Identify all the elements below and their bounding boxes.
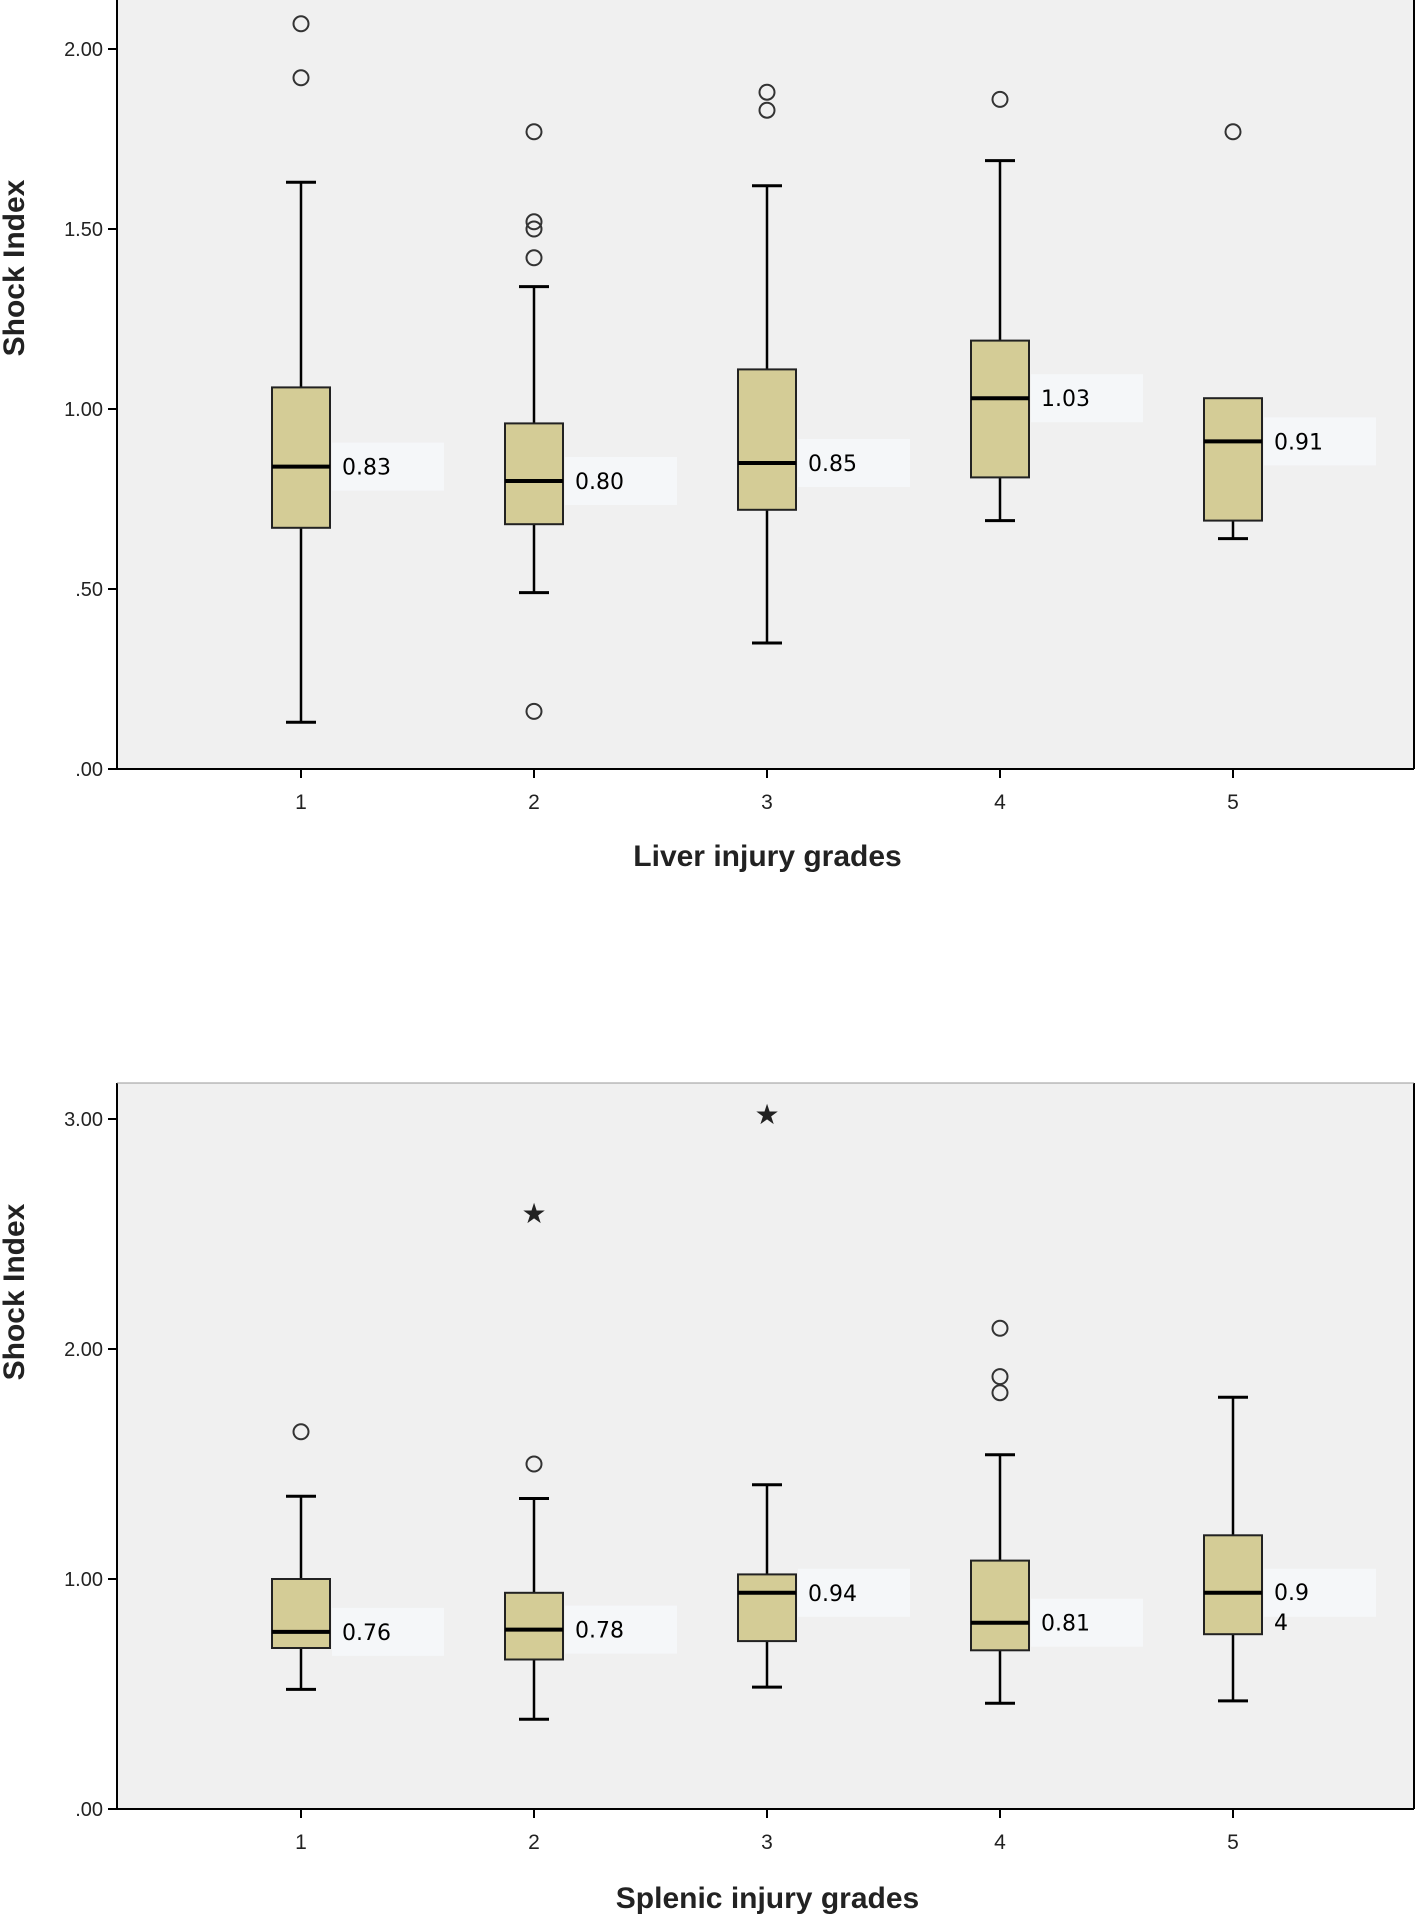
- y-tick-label: 1.50: [64, 219, 103, 241]
- outlier-point: [525, 702, 543, 720]
- iqr-box: [504, 422, 564, 526]
- chart-panel-1: .00 .50 1.00 1.50 2.00 1 2 3 4 5 Liver injury grad…: [0, 0, 1415, 873]
- outlier-point: [292, 1423, 310, 1441]
- box-grade-1: 0.76: [271, 1423, 444, 1691]
- box-grade-1: 0.83: [271, 15, 444, 724]
- extreme-point: ★: [521, 1197, 546, 1230]
- x-axis-title: Liver injury grades: [633, 840, 901, 873]
- median-label-box: [798, 439, 910, 487]
- outlier-point: [991, 1368, 1009, 1386]
- median-label-box: [1264, 1568, 1376, 1617]
- box-grade-3: 0.85: [737, 83, 910, 645]
- outlier-point: [292, 15, 310, 33]
- median-label-box: [332, 442, 444, 491]
- median-value-label: 4: [1274, 1611, 1288, 1636]
- iqr-box: [504, 1591, 564, 1661]
- box-grade-4: 1.03: [970, 90, 1143, 523]
- median-label-box: [1031, 1598, 1143, 1647]
- iqr-box: [737, 1573, 797, 1643]
- median-label-box: [1264, 417, 1376, 466]
- box-grade-3: ★ 0.94: [737, 1098, 910, 1689]
- x-tick-label: 2: [528, 1831, 540, 1854]
- y-axis-title: Shock Index: [0, 179, 31, 356]
- outlier-point: [758, 83, 776, 101]
- y-tick-label: .00: [75, 1799, 103, 1821]
- box-grade-5: 0.94: [1203, 1395, 1376, 1703]
- iqr-box: [271, 1578, 331, 1649]
- median-value-label: 0.81: [1041, 1612, 1090, 1637]
- y-tick-label: .50: [75, 579, 103, 601]
- outlier-point: [525, 1455, 543, 1473]
- x-tick-label: 4: [994, 791, 1006, 814]
- box-grade-2: ★ 0.78: [504, 1197, 677, 1721]
- iqr-box: [271, 386, 331, 529]
- median-value-label: 0.78: [575, 1619, 624, 1644]
- x-tick-label: 3: [761, 1831, 773, 1854]
- x-axis-title: Splenic injury grades: [616, 1882, 919, 1915]
- y-axis-title: Shock Index: [0, 1203, 31, 1380]
- box-grade-2: 0.80: [504, 123, 677, 720]
- median-value-label: 1.03: [1041, 387, 1090, 412]
- y-tick-label: 1.00: [64, 1569, 103, 1591]
- outlier-point: [991, 90, 1009, 108]
- y-tick-label: 3.00: [64, 1109, 103, 1131]
- box-grade-4: 0.81: [970, 1319, 1143, 1705]
- outlier-point: [525, 123, 543, 141]
- outlier-point: [525, 249, 543, 267]
- x-tick-label: 5: [1227, 1831, 1239, 1854]
- x-tick-label: 1: [295, 791, 307, 814]
- outlier-point: [991, 1319, 1009, 1337]
- y-tick-label: 1.00: [64, 399, 103, 421]
- iqr-box: [1203, 397, 1263, 522]
- box-grade-5: 0.91: [1203, 123, 1376, 541]
- median-label-box: [565, 457, 677, 505]
- median-label-box: [332, 1607, 444, 1656]
- outlier-point: [991, 1384, 1009, 1402]
- median-label-box: [1031, 374, 1143, 423]
- median-label-box: [565, 1605, 677, 1654]
- iqr-box: [1203, 1534, 1263, 1636]
- median-value-label: 0.85: [808, 452, 857, 477]
- x-tick-label: 3: [761, 791, 773, 814]
- outlier-point: [292, 69, 310, 87]
- x-tick-label: 2: [528, 791, 540, 814]
- median-value-label: 0.94: [808, 1582, 857, 1607]
- median-value-label: 0.80: [575, 470, 624, 495]
- iqr-box: [970, 1559, 1030, 1652]
- outlier-point: [525, 213, 543, 231]
- iqr-box: [737, 368, 797, 511]
- x-tick-label: 5: [1227, 791, 1239, 814]
- median-value-label: 0.83: [342, 456, 391, 481]
- outlier-point: [1224, 123, 1242, 141]
- median-value-label: 0.91: [1274, 430, 1323, 455]
- x-tick-label: 4: [994, 1831, 1006, 1854]
- iqr-box: [970, 339, 1030, 479]
- outlier-point: [758, 101, 776, 119]
- chart-panel-2: .00 1.00 2.00 3.00 1 2 3 4 5 Splenic injury grade…: [0, 1082, 1415, 1915]
- y-tick-label: 2.00: [64, 39, 103, 61]
- y-tick-label: 2.00: [64, 1339, 103, 1361]
- x-tick-label: 1: [295, 1831, 307, 1854]
- outlier-point: [525, 220, 543, 238]
- median-label-box: [798, 1568, 910, 1617]
- extreme-point: ★: [754, 1098, 779, 1131]
- median-value-label: 0.76: [342, 1621, 391, 1646]
- y-tick-label: .00: [75, 759, 103, 781]
- median-value-label: 0.9: [1274, 1581, 1309, 1606]
